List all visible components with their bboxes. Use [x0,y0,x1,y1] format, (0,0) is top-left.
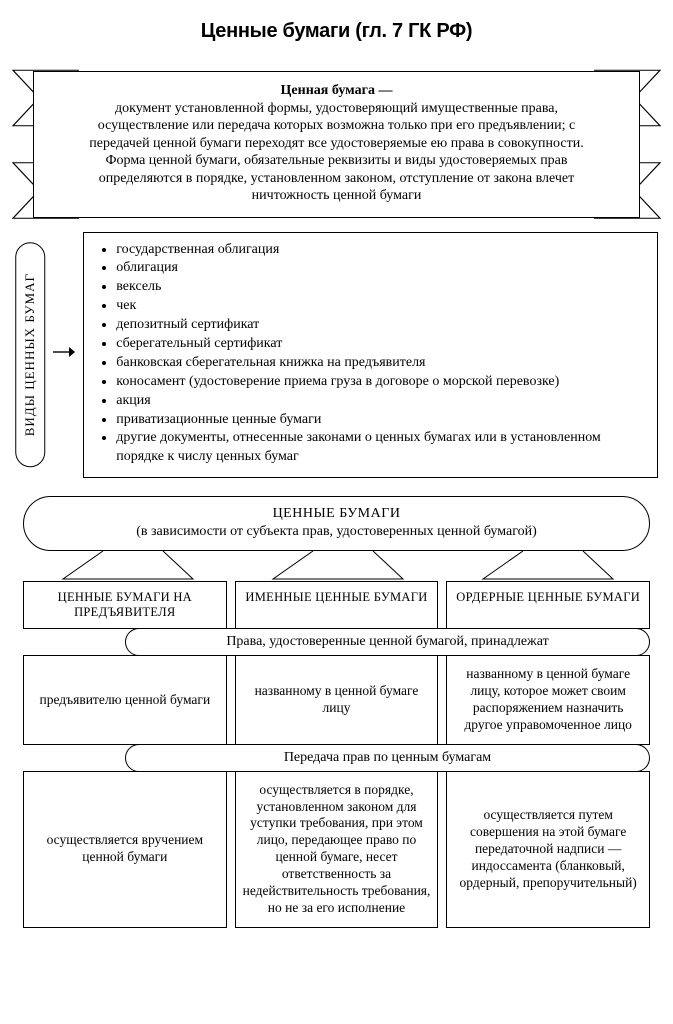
col-head-order: ОРДЕРНЫЕ ЦЕННЫЕ БУМАГИ [446,581,650,629]
page-title: Ценные бумаги (гл. 7 ГК РФ) [15,20,658,43]
types-list-item: акция [116,392,643,411]
col-head-registered: ИМЕННЫЕ ЦЕННЫЕ БУМАГИ [235,581,439,629]
rights-cell-bearer: предъявителю ценной бумаги [23,655,227,745]
classification-column-headers: ЦЕННЫЕ БУМАГИ НА ПРЕДЪЯВИТЕЛЯ ИМЕННЫЕ ЦЕ… [23,581,650,629]
definition-box: Ценная бумага — документ установленной ф… [33,71,640,218]
types-list-item: чек [116,297,643,316]
rights-cell-registered: названному в ценной бумаге лицу [235,655,439,745]
fork-connector-icon [23,551,650,581]
rights-cell-order: названному в ценной бумаге лицу, которое… [446,655,650,745]
transfer-cell-registered: осуществляется в порядке, установленном … [235,771,439,928]
transfer-cell-bearer: осуществляется вручением ценной бумаги [23,771,227,928]
types-list: государственная облигацияоблигациявексел… [98,241,643,468]
types-side-label: ВИДЫ ЦЕННЫХ БУМАГ [15,242,45,467]
definition-banner: Ценная бумага — документ установленной ф… [15,71,658,218]
types-list-item: другие документы, отнесенные законами о … [116,429,643,467]
types-list-item: облигация [116,259,643,278]
classification-subtitle: (в зависимости от субъекта прав, удостов… [48,523,625,541]
definition-heading: Ценная бумага — [281,83,393,98]
row-label-rights: Права, удостоверенные ценной бумагой, пр… [125,628,650,656]
rights-row: предъявителю ценной бумаги названному в … [23,655,650,745]
types-list-item: государственная облигация [116,241,643,260]
row-label-transfer: Передача прав по ценным бумагам [125,744,650,772]
types-section: ВИДЫ ЦЕННЫХ БУМАГ государственная облига… [15,232,658,479]
types-list-item: банковская сберегательная книжка на пред… [116,354,643,373]
types-list-item: вексель [116,278,643,297]
types-list-item: депозитный сертификат [116,316,643,335]
col-head-bearer: ЦЕННЫЕ БУМАГИ НА ПРЕДЪЯВИТЕЛЯ [23,581,227,629]
arrow-icon [53,343,75,366]
types-list-item: приватизационные ценные бумаги [116,411,643,430]
classification-header: ЦЕННЫЕ БУМАГИ (в зависимости от субъекта… [23,496,650,551]
transfer-cell-order: осуществляется путем совершения на этой … [446,771,650,928]
transfer-row: осуществляется вручением ценной бумаги о… [23,771,650,928]
types-list-box: государственная облигацияоблигациявексел… [83,232,658,479]
classification-title: ЦЕННЫЕ БУМАГИ [48,505,625,523]
definition-body: документ установленной формы, удостоверя… [89,101,583,204]
types-list-item: сберегательный сертификат [116,335,643,354]
types-list-item: коносамент (удостоверение приема груза в… [116,373,643,392]
